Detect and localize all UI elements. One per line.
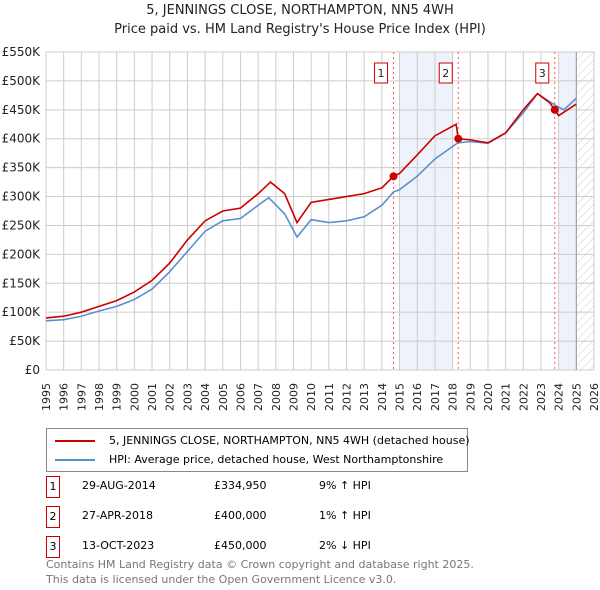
footer-line-1: Contains HM Land Registry data © Crown c… [46,558,474,571]
sale-hpi-diff: 2% ↓ HPI [319,539,371,552]
x-tick-label: 1997 [75,383,88,411]
x-tick-label: 2022 [517,383,530,411]
sale-point [389,172,398,181]
x-tick-label: 2018 [447,383,460,411]
sale-hpi-diff: 1% ↑ HPI [319,509,371,522]
x-tick-label: 2017 [429,383,442,411]
x-tick-label: 2009 [287,383,300,411]
x-tick-label: 2013 [358,383,371,411]
x-tick-label: 2026 [588,383,600,411]
sale-badge: 2 [46,506,60,528]
x-tick-label: 1996 [58,383,71,411]
x-tick-label: 2019 [464,383,477,411]
x-tick-label: 2020 [482,383,495,411]
x-tick-label: 2015 [394,383,407,411]
footer-line-2: This data is licensed under the Open Gov… [46,573,397,586]
sale-row: 1 29-AUG-2014 £334,950 9% ↑ HPI [46,476,371,498]
y-tick-label: £150K [2,276,42,290]
x-tick-label: 1995 [40,383,53,411]
sale-label: 3 [539,67,546,80]
plot-area: 1995 1996 1997 1998 1999 2000 2001 2002 2003 2004… [2,45,600,411]
sale-date: 27-APR-2018 [82,509,154,522]
x-tick-label: 2011 [323,383,336,411]
x-tick-label: 2000 [128,383,141,411]
y-tick-label: £300K [2,190,42,204]
sale-price: £334,950 [214,479,267,492]
x-tick-label: 2007 [252,383,265,411]
y-tick-label: £550K [2,45,42,59]
legend-label-property: 5, JENNINGS CLOSE, NORTHAMPTON, NN5 4WH … [109,434,470,447]
sale-hpi-diff: 9% ↑ HPI [319,479,371,492]
sale-date: 13-OCT-2023 [82,539,155,552]
legend-swatch-hpi [55,459,95,461]
x-tick-label: 2024 [553,383,566,411]
chart-title: 5, JENNINGS CLOSE, NORTHAMPTON, NN5 4WH [146,3,454,18]
x-tick-label: 2002 [164,383,177,411]
x-tick-label: 2004 [199,383,212,411]
x-tick-label: 2023 [535,383,548,411]
y-tick-label: £350K [2,161,42,175]
sale-point [454,134,463,143]
sale-badge: 3 [46,536,60,558]
x-tick-label: 1999 [111,383,124,411]
sale-point [550,105,559,114]
x-tick-label: 2005 [217,383,230,411]
x-tick-label: 2025 [570,383,583,411]
future-hatch [576,52,594,370]
x-tick-label: 2003 [181,383,194,411]
shaded-region [558,52,577,370]
legend-label-hpi: HPI: Average price, detached house, West… [109,453,444,466]
legend: 5, JENNINGS CLOSE, NORTHAMPTON, NN5 4WH … [46,428,470,472]
x-tick-label: 2001 [146,383,159,411]
sale-label: 1 [378,67,385,80]
shaded-region [399,52,453,370]
sale-price: £450,000 [214,539,267,552]
sale-label-box [374,62,389,84]
sale-label-box [535,62,550,84]
sale-badge: 1 [46,476,60,498]
y-tick-label: £400K [2,132,42,146]
series-line-property [45,92,577,319]
x-tick-label: 2014 [376,383,389,411]
x-tick-label: 2006 [234,383,247,411]
x-tick-label: 2008 [270,383,283,411]
x-tick-label: 2012 [341,383,354,411]
legend-swatch-property [55,440,95,442]
sale-row: 3 13-OCT-2023 £450,000 2% ↓ HPI [46,536,371,558]
chart-subtitle: Price paid vs. HM Land Registry's House … [114,22,486,37]
sale-label-box [438,62,453,84]
y-tick-label: £500K [2,74,42,88]
y-tick-label: £50K [9,334,41,348]
y-tick-label: £100K [2,305,42,319]
sale-row: 2 27-APR-2018 £400,000 1% ↑ HPI [46,506,371,528]
y-tick-label: £250K [2,218,42,232]
x-tick-label: 1998 [93,383,106,411]
x-tick-label: 2016 [411,383,424,411]
sale-price: £400,000 [214,509,267,522]
sale-label: 2 [442,67,449,80]
y-tick-label: £450K [2,103,42,117]
y-tick-label: £200K [2,247,42,261]
x-tick-label: 2021 [500,383,513,411]
y-tick-label: £0 [25,363,40,377]
x-tick-label: 2010 [305,383,318,411]
sale-date: 29-AUG-2014 [82,479,156,492]
